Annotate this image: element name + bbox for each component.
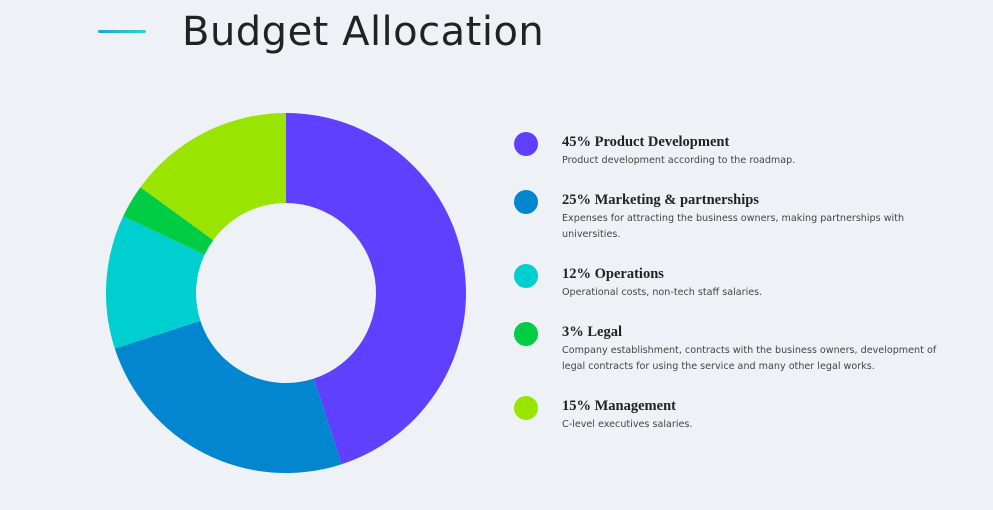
title-accent-line — [98, 30, 146, 33]
legend-dot-legal — [514, 322, 538, 346]
legend-desc-legal: Company establishment, contracts with th… — [562, 345, 937, 372]
legend-title-management: 15% Management — [562, 398, 676, 414]
legend-desc-operations: Operational costs, non-tech staff salari… — [562, 287, 763, 298]
legend-dot-marketing — [514, 190, 538, 214]
legend-dot-product-development — [514, 132, 538, 156]
legend-title-operations: 12% Operations — [562, 266, 664, 282]
page-title: Budget Allocation — [182, 9, 545, 55]
donut-slice-legal — [123, 187, 214, 255]
donut-slice-management — [140, 113, 286, 241]
legend-dot-management — [514, 396, 538, 420]
donut-slice-operations — [106, 216, 205, 349]
donut-slice-product-development — [286, 113, 467, 465]
legend-desc-product-development: Product development according to the roa… — [562, 155, 796, 166]
legend-title-marketing: 25% Marketing & partnerships — [562, 192, 759, 208]
legend-desc-management: C-level executives salaries. — [562, 419, 693, 430]
donut-slice-marketing — [114, 320, 342, 473]
legend-title-product-development: 45% Product Development — [562, 134, 730, 150]
legend-dot-operations — [514, 264, 538, 288]
legend-title-legal: 3% Legal — [562, 324, 623, 340]
legend-desc-marketing: Expenses for attracting the business own… — [562, 213, 905, 240]
